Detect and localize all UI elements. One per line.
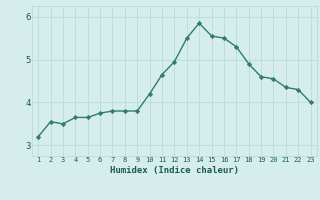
X-axis label: Humidex (Indice chaleur): Humidex (Indice chaleur) <box>110 166 239 175</box>
